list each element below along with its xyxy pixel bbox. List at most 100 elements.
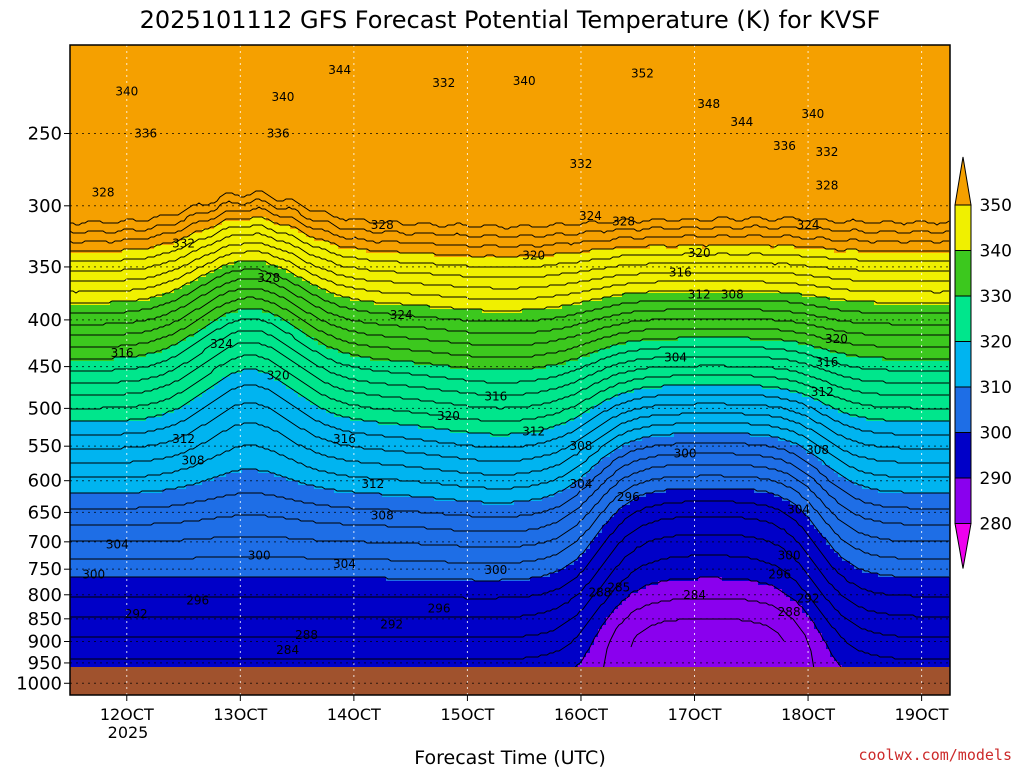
contour-label: 284	[683, 588, 706, 602]
contour-label: 304	[333, 557, 356, 571]
contour-label: 316	[111, 346, 134, 360]
x-tick-label: 13OCT	[213, 705, 267, 724]
y-tick-label: 300	[28, 196, 62, 217]
contour-label: 308	[806, 443, 829, 457]
y-tick-label: 400	[28, 310, 62, 331]
contour-label: 300	[82, 567, 105, 581]
colorbar-segment	[955, 296, 971, 342]
colorbar-segment	[955, 524, 971, 569]
contour-label: 296	[768, 567, 791, 581]
contour-label: 324	[390, 308, 413, 322]
colorbar-segment	[955, 251, 971, 297]
ground-below-surface	[70, 667, 950, 695]
contour-label: 340	[513, 74, 536, 88]
contour-label: 300	[248, 549, 271, 563]
contour-label: 324	[579, 209, 602, 223]
y-tick-label: 950	[28, 653, 62, 674]
contour-label: 300	[484, 563, 507, 577]
x-year-label: 2025	[108, 723, 149, 742]
contour-label: 316	[816, 355, 839, 369]
contour-label: 292	[797, 592, 820, 606]
x-tick-label: 15OCT	[440, 705, 494, 724]
contour-label: 304	[664, 351, 687, 365]
y-tick-label: 750	[28, 559, 62, 580]
x-axis-time: 12OCT 13OCT 14OCT 15OCT 16OCT 17OCT 18OCT 19OCT	[100, 695, 949, 724]
colorbar-segment	[955, 433, 971, 479]
y-tick-label: 850	[28, 609, 62, 630]
contour-label: 328	[371, 218, 394, 232]
colorbar-tick-label: 350	[980, 196, 1012, 216]
x-tick-label: 14OCT	[327, 705, 381, 724]
contour-label: 296	[428, 601, 451, 615]
contour-label: 312	[811, 385, 834, 399]
contour-label: 336	[134, 126, 157, 140]
y-axis-pressure: 2503003504004505005506006507007508008509…	[16, 123, 70, 694]
x-tick-label: 18OCT	[781, 705, 835, 724]
contour-label: 296	[617, 490, 640, 504]
contour-label: 316	[333, 432, 356, 446]
contour-label: 296	[186, 594, 209, 608]
x-tick-label: 19OCT	[895, 705, 949, 724]
y-tick-label: 900	[28, 631, 62, 652]
contour-label: 292	[380, 617, 403, 631]
contour-label: 328	[612, 214, 635, 228]
contour-label: 336	[267, 126, 290, 140]
contour-label: 308	[721, 287, 744, 301]
colorbar-segment	[955, 205, 971, 251]
colorbar-tick-label: 280	[980, 515, 1012, 535]
contour-label: 324	[797, 218, 820, 232]
contour-label: 352	[631, 67, 654, 81]
colorbar-segment	[955, 387, 971, 433]
y-tick-label: 650	[28, 502, 62, 523]
contour-label: 300	[778, 549, 801, 563]
colorbar-segment	[955, 157, 971, 205]
contour-label: 308	[182, 453, 205, 467]
contour-label: 304	[106, 538, 129, 552]
y-tick-label: 450	[28, 357, 62, 378]
contour-label: 320	[437, 409, 460, 423]
contour-label: 312	[172, 432, 195, 446]
y-tick-label: 500	[28, 398, 62, 419]
colorbar-tick-label: 300	[980, 424, 1012, 444]
contour-label: 344	[328, 63, 351, 77]
contour-label: 332	[172, 237, 195, 251]
colorbar-segment	[955, 478, 971, 524]
contour-label: 340	[801, 107, 824, 121]
contour-label: 320	[825, 332, 848, 346]
contour-label: 328	[92, 185, 115, 199]
contour-label: 332	[570, 157, 593, 171]
y-tick-label: 550	[28, 436, 62, 457]
y-tick-label: 1000	[16, 673, 62, 694]
colorbar-tick-label: 310	[980, 378, 1012, 398]
y-tick-label: 250	[28, 123, 62, 144]
x-axis-label: Forecast Time (UTC)	[414, 747, 605, 768]
contour-label: 316	[484, 389, 507, 403]
contour-label: 320	[688, 246, 711, 260]
contour-label: 340	[271, 90, 294, 104]
colorbar-tick-label: 320	[980, 333, 1012, 353]
contour-label: 348	[697, 97, 720, 111]
contour-label: 312	[688, 287, 711, 301]
contour-label: 288	[778, 605, 801, 619]
contour-label: 328	[257, 271, 280, 285]
x-tick-label: 16OCT	[554, 705, 608, 724]
colorbar-segment	[955, 342, 971, 388]
contour-label: 332	[432, 76, 455, 90]
contour-label: 285	[607, 580, 630, 594]
y-tick-label: 600	[28, 471, 62, 492]
chart-title: 2025101112 GFS Forecast Potential Temper…	[140, 6, 881, 34]
contour-label: 312	[522, 424, 545, 438]
contour-label: 324	[210, 337, 233, 351]
contour-label: 308	[371, 508, 394, 522]
contour-label: 320	[522, 248, 545, 262]
credit-text: coolwx.com/models	[858, 746, 1012, 764]
colorbar-tick-label: 330	[980, 287, 1012, 307]
contour-label: 344	[730, 115, 753, 129]
y-tick-label: 800	[28, 585, 62, 606]
contour-label: 332	[816, 145, 839, 159]
x-tick-label: 17OCT	[668, 705, 722, 724]
contour-label: 340	[115, 85, 138, 99]
contour-label: 336	[773, 139, 796, 153]
